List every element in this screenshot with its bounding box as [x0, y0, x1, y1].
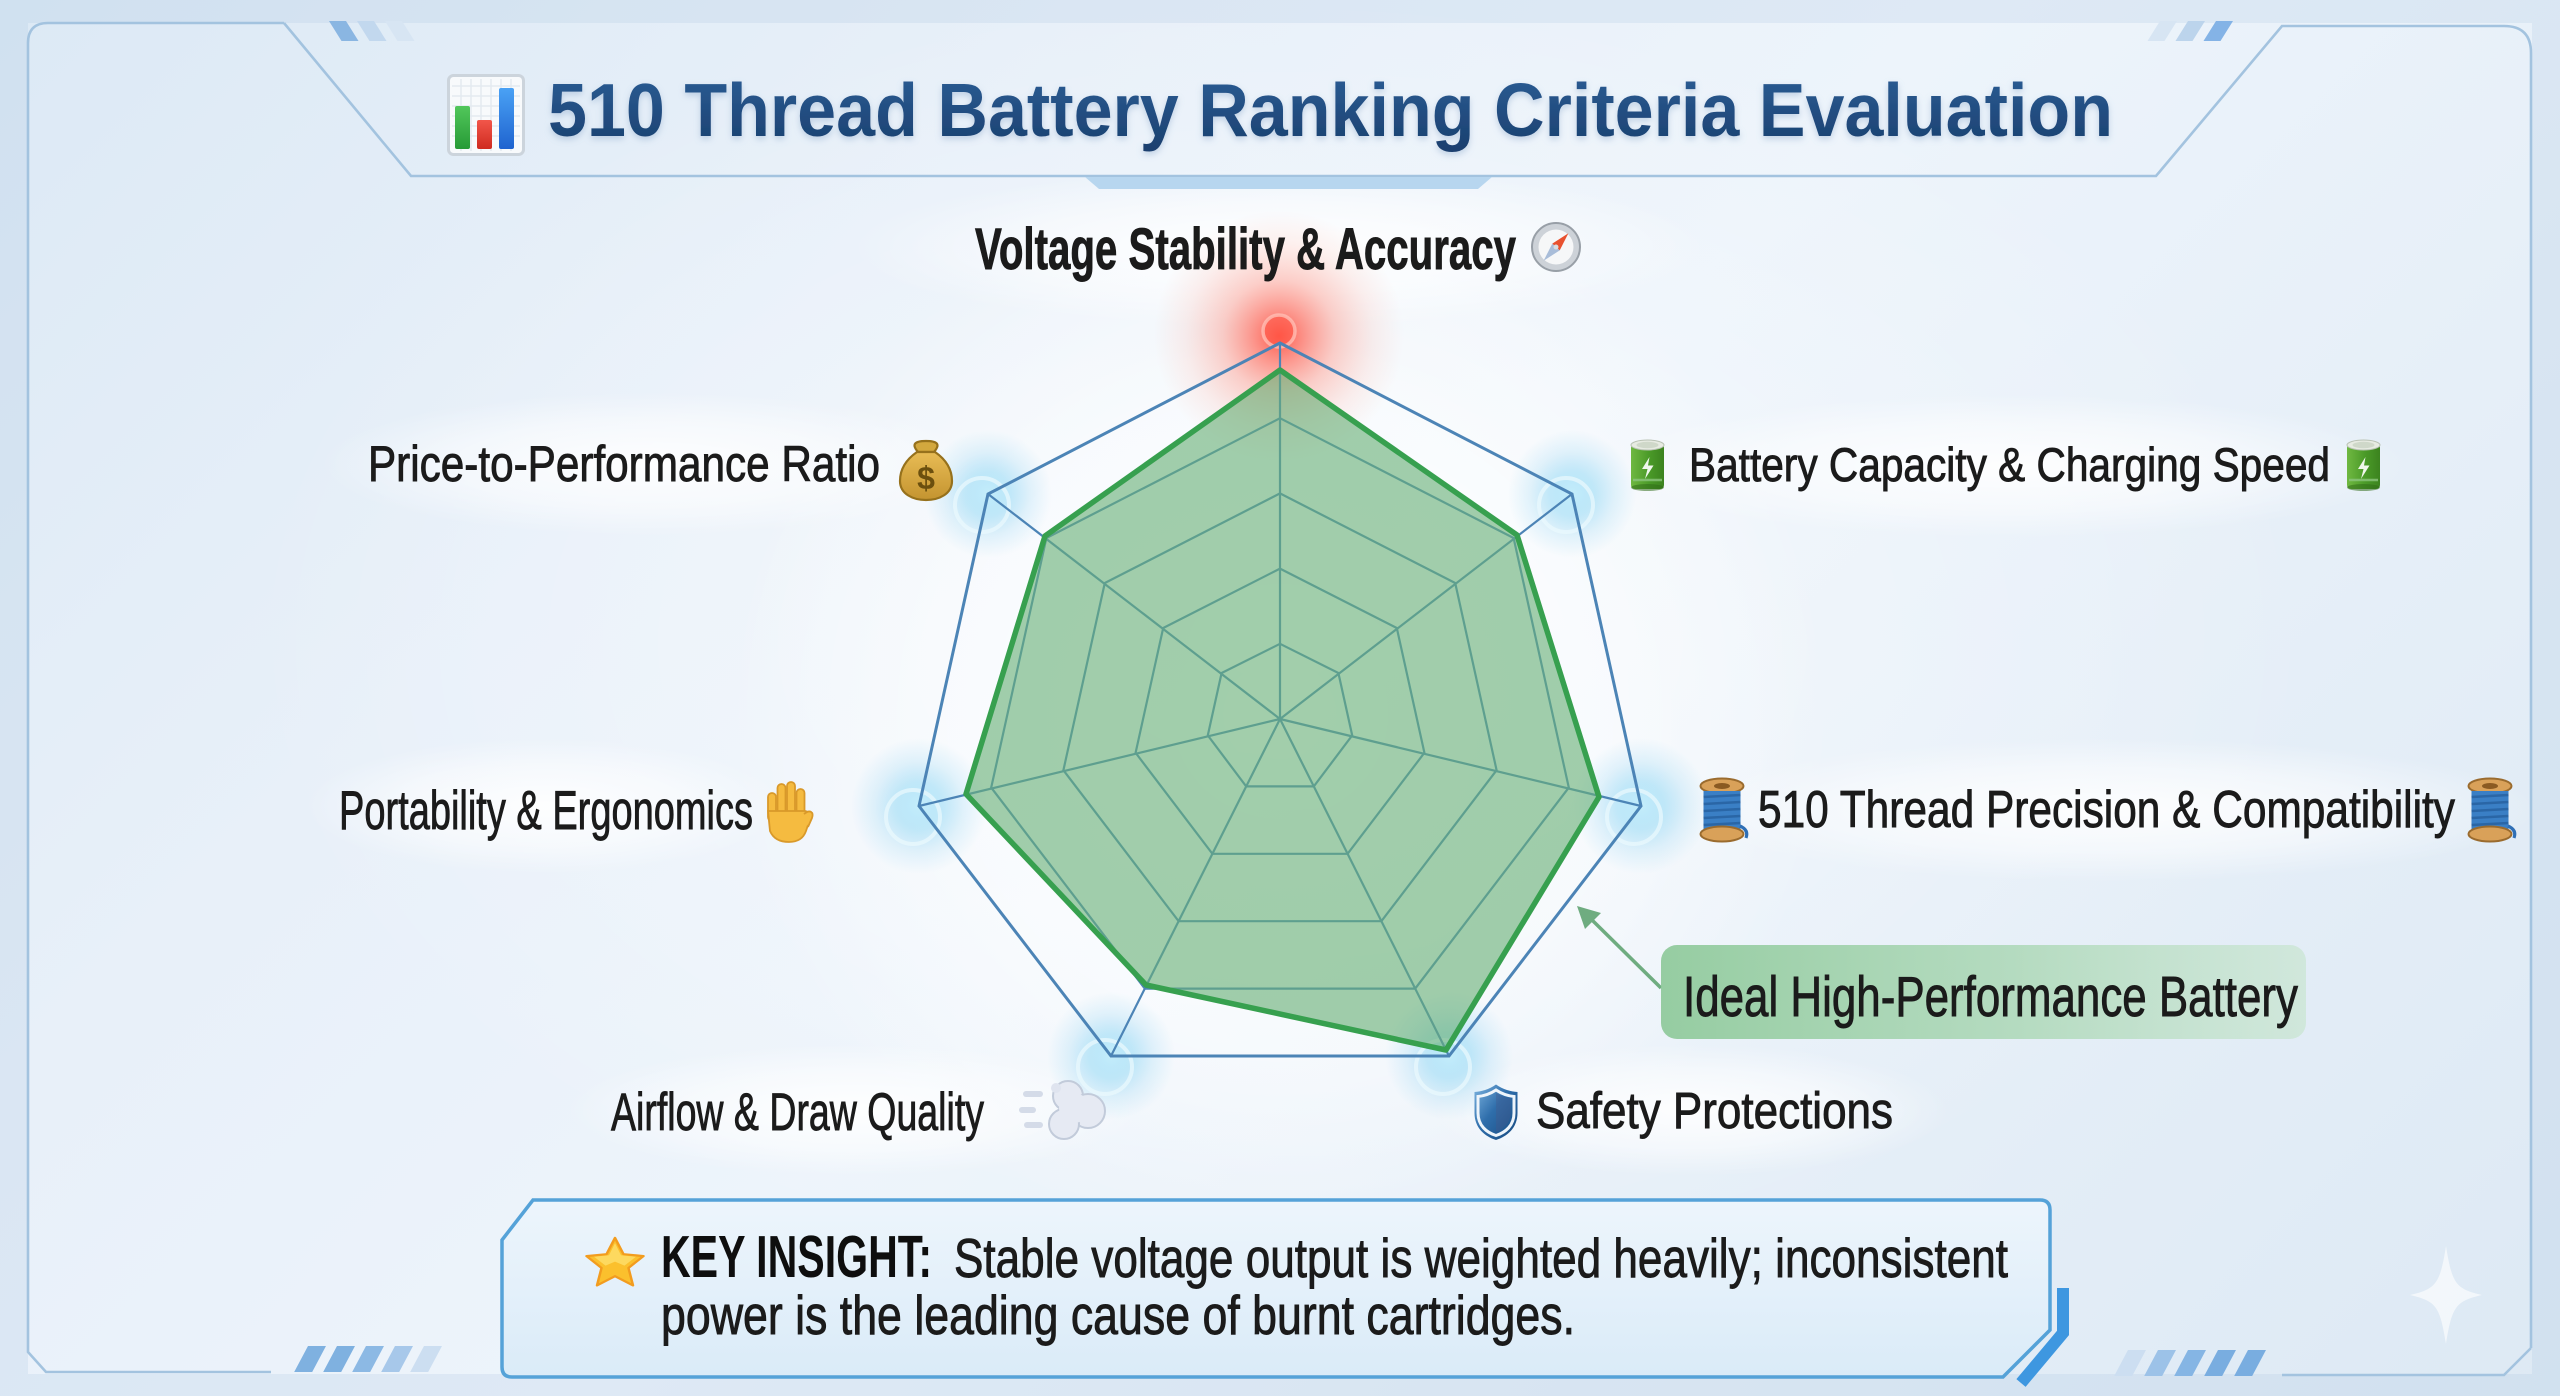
svg-text:Airflow & Draw Quality: Airflow & Draw Quality	[611, 1083, 984, 1142]
svg-text:Ideal High-Performance Battery: Ideal High-Performance Battery	[1683, 965, 2298, 1029]
svg-text:Portability & Ergonomics: Portability & Ergonomics	[339, 779, 753, 841]
svg-text:power is the leading cause of: power is the leading cause of burnt cart…	[661, 1284, 1575, 1346]
svg-text:$: $	[917, 460, 935, 496]
svg-text:KEY INSIGHT:: KEY INSIGHT:	[661, 1224, 932, 1290]
svg-text:Stable voltage output is weigh: Stable voltage output is weighted heavil…	[954, 1227, 2008, 1289]
svg-text:Battery Capacity & Charging Sp: Battery Capacity & Charging Speed	[1689, 438, 2330, 491]
svg-text:Price-to-Performance Ratio: Price-to-Performance Ratio	[368, 436, 880, 492]
svg-text:510 Thread Precision & Compati: 510 Thread Precision & Compatibility	[1758, 781, 2455, 839]
svg-text:510 Thread Battery Ranking Cri: 510 Thread Battery Ranking Criteria Eval…	[548, 68, 2113, 152]
svg-text:Voltage Stability & Accuracy: Voltage Stability & Accuracy	[975, 217, 1516, 282]
svg-text:Safety Protections: Safety Protections	[1536, 1082, 1893, 1139]
